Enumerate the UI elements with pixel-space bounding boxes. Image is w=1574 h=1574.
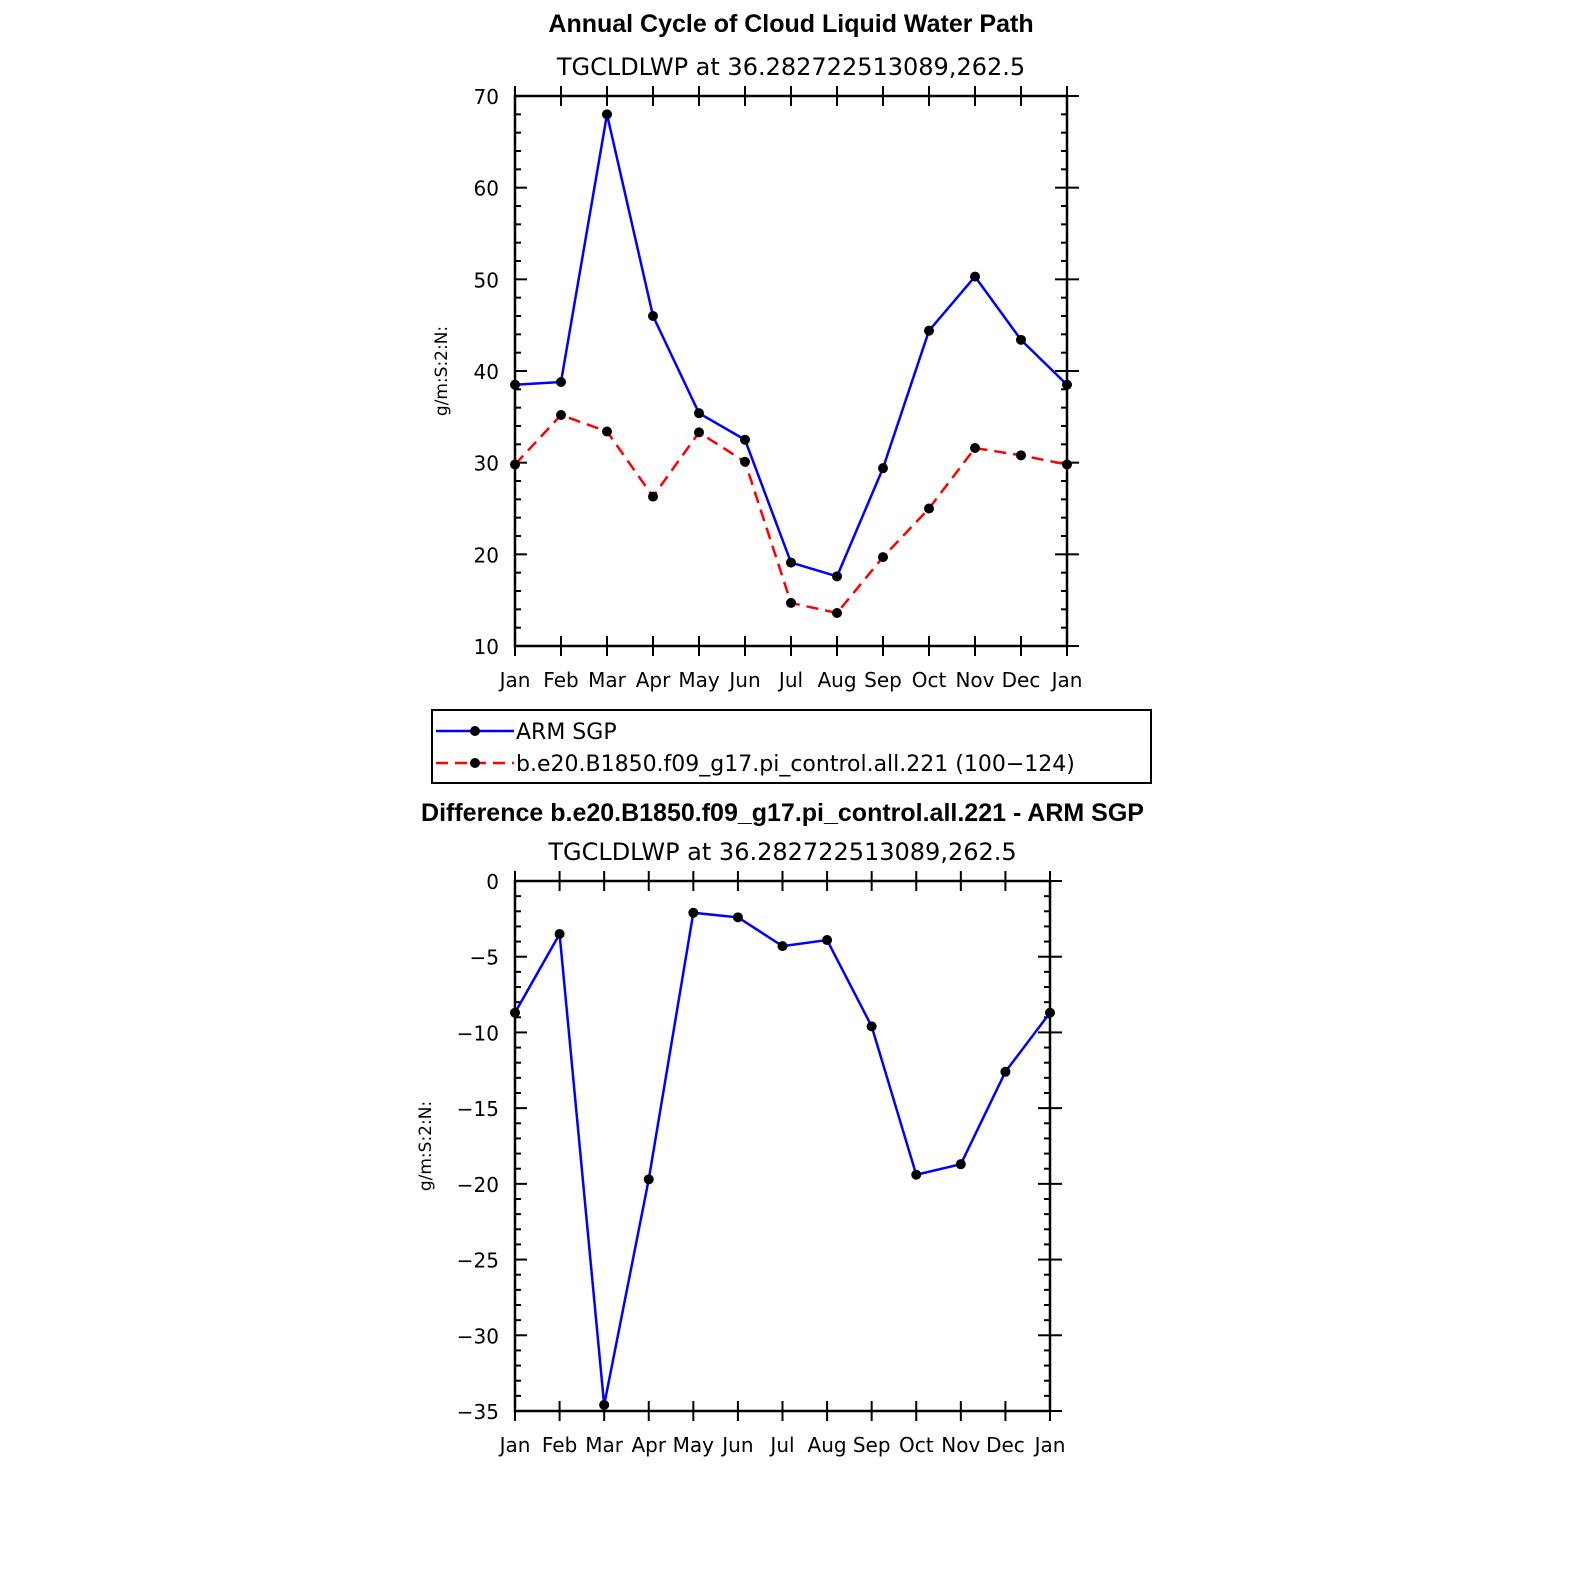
data-point <box>602 109 612 120</box>
data-point <box>924 503 934 514</box>
x-tick-label: Oct <box>899 1433 934 1457</box>
data-point <box>602 426 612 437</box>
y-tick-label: −5 <box>470 946 499 970</box>
y-tick-label: −25 <box>457 1249 499 1273</box>
data-point <box>740 456 750 467</box>
legend: ARM SGP b.e20.B1850.f09_g17.pi_control.al… <box>431 709 1152 784</box>
data-point <box>878 463 888 474</box>
data-point <box>648 491 658 502</box>
legend-swatch-marker <box>470 726 480 736</box>
legend-swatch-marker <box>470 758 480 768</box>
y-axis-label: g/m:S:2:N: <box>416 1101 436 1191</box>
y-tick-label: 30 <box>474 452 499 476</box>
data-point <box>510 459 520 470</box>
y-tick-label: −10 <box>457 1021 499 1045</box>
data-point <box>694 408 704 419</box>
x-tick-label: May <box>678 668 720 692</box>
x-tick-label: Mar <box>585 1433 624 1457</box>
y-tick-label: −30 <box>457 1324 499 1348</box>
y-axis-label: g/m:S:2:N: <box>432 326 452 416</box>
x-tick-label: Apr <box>631 1433 666 1457</box>
x-tick-label: Mar <box>588 668 627 692</box>
y-tick-label: 20 <box>474 543 499 567</box>
x-tick-label: Jul <box>777 668 803 692</box>
y-tick-label: 70 <box>474 85 499 109</box>
data-point <box>688 907 699 918</box>
data-point <box>924 325 934 336</box>
x-tick-label: Jun <box>727 668 760 692</box>
y-tick-label: 40 <box>474 360 499 384</box>
y-tick-label: 0 <box>486 870 499 894</box>
data-point <box>1045 1007 1055 1018</box>
data-point <box>694 427 704 438</box>
data-point <box>740 434 750 445</box>
x-tick-label: Dec <box>1002 668 1041 692</box>
y-tick-label: −15 <box>457 1097 499 1121</box>
data-point <box>556 377 566 387</box>
data-point <box>732 912 743 923</box>
chart-subtitle: TGCLDLWP at 36.282722513089,262.5 <box>547 838 1016 866</box>
x-tick-label: Aug <box>817 668 856 692</box>
x-tick-label: Feb <box>542 1433 577 1457</box>
data-point <box>866 1021 877 1032</box>
series-line <box>514 413 1068 615</box>
y-tick-label: −35 <box>457 1400 499 1424</box>
data-point <box>1016 334 1026 345</box>
data-point <box>1062 379 1072 390</box>
data-point <box>510 379 520 390</box>
x-tick-label: Nov <box>941 1433 980 1457</box>
data-point <box>955 1159 966 1170</box>
data-point <box>786 557 796 568</box>
data-point <box>970 271 980 282</box>
data-point <box>556 410 566 420</box>
annual-cycle-chart: Annual Cycle of Cloud Liquid Water Path T… <box>432 10 1082 692</box>
series-line <box>514 113 1068 578</box>
data-point <box>554 929 565 939</box>
x-tick-label: Sep <box>853 1433 891 1457</box>
data-point <box>599 1399 610 1410</box>
data-point <box>1000 1066 1011 1077</box>
data-point <box>648 311 658 321</box>
x-tick-label: Feb <box>543 668 578 692</box>
x-tick-label: Oct <box>912 668 947 692</box>
x-tick-label: Jan <box>1033 1433 1066 1457</box>
x-tick-label: Dec <box>986 1433 1025 1457</box>
data-point <box>643 1174 654 1185</box>
data-point <box>777 941 788 952</box>
x-tick-label: Jul <box>768 1433 794 1457</box>
y-tick-label: 60 <box>474 177 499 201</box>
data-point <box>1062 459 1072 470</box>
x-tick-label: Jan <box>1050 668 1083 692</box>
x-tick-label: Nov <box>955 668 994 692</box>
x-tick-label: Jan <box>498 1433 531 1457</box>
x-tick-label: Sep <box>864 668 902 692</box>
data-point <box>911 1169 922 1180</box>
chart-title: Difference b.e20.B1850.f09_g17.pi_contro… <box>421 799 1144 827</box>
x-tick-label: Jun <box>720 1433 753 1457</box>
y-tick-label: 50 <box>474 268 499 292</box>
data-point <box>832 608 842 618</box>
y-tick-label: 10 <box>474 635 499 659</box>
difference-chart: Difference b.e20.B1850.f09_g17.pi_contro… <box>416 799 1144 1457</box>
x-tick-label: May <box>673 1433 715 1457</box>
data-point <box>970 443 980 453</box>
chart-title: Annual Cycle of Cloud Liquid Water Path <box>548 10 1033 38</box>
series-line <box>513 911 1051 1407</box>
legend-box <box>431 709 1152 784</box>
data-point <box>878 552 888 563</box>
x-tick-label: Jan <box>498 668 531 692</box>
data-point <box>510 1007 520 1018</box>
legend-label: ARM SGP <box>516 720 617 745</box>
data-point <box>1016 450 1026 461</box>
x-tick-label: Aug <box>808 1433 847 1457</box>
legend-label: b.e20.B1850.f09_g17.pi_control.all.221 (… <box>516 752 1075 777</box>
chart-subtitle: TGCLDLWP at 36.282722513089,262.5 <box>556 53 1025 81</box>
data-point <box>822 935 833 946</box>
data-point <box>832 571 842 582</box>
y-tick-label: −20 <box>457 1173 499 1197</box>
data-point <box>786 597 796 608</box>
x-tick-label: Apr <box>636 668 671 692</box>
